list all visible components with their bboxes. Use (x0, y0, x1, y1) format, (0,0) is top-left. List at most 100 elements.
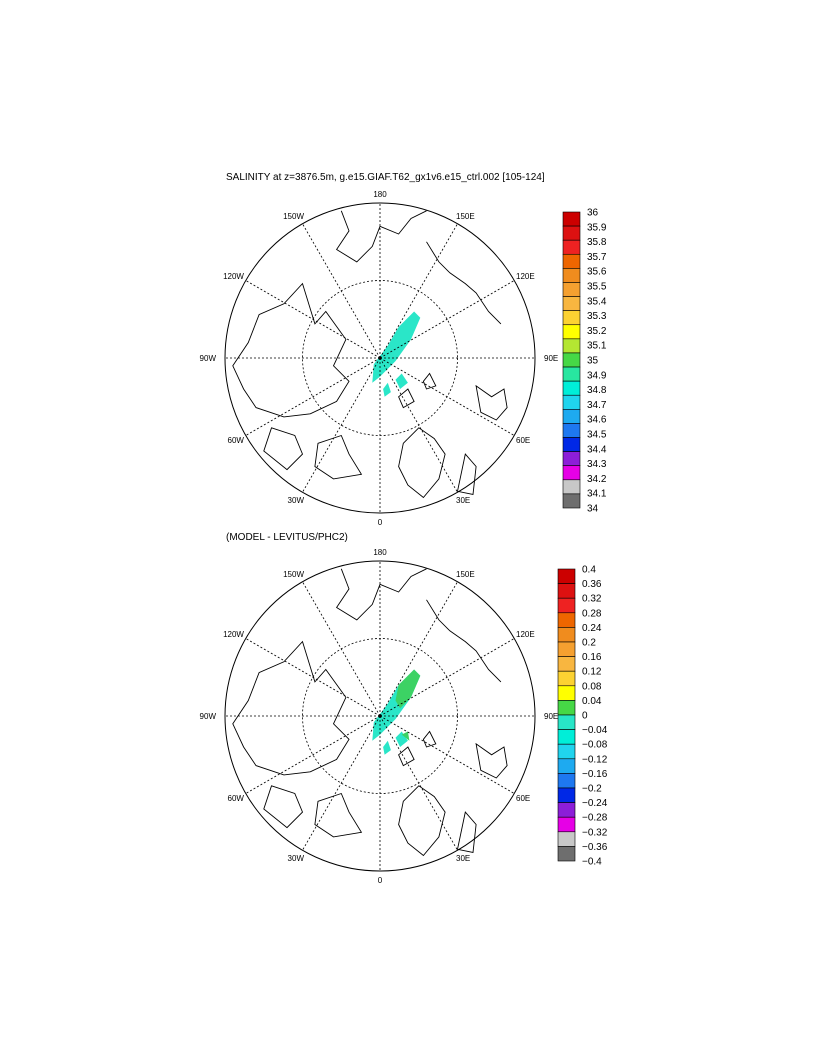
field-patch (383, 382, 391, 397)
longitude-label: 120W (223, 630, 244, 639)
longitude-label: 150W (283, 212, 304, 221)
longitude-label: 150W (283, 570, 304, 579)
coastline (422, 730, 437, 748)
coastline (263, 427, 304, 471)
colorbar-label: 34.2 (587, 474, 607, 485)
field-patch-positive (401, 731, 410, 741)
colorbar-swatch (557, 802, 576, 818)
longitude-label: 90W (200, 712, 217, 721)
colorbar-label: 34.8 (587, 385, 607, 396)
colorbar-label: 0.32 (582, 594, 602, 605)
meridian-line (379, 357, 458, 493)
colorbar-label: 34.5 (587, 430, 607, 441)
colorbar-label: −0.32 (582, 827, 608, 838)
colorbar-swatch (557, 758, 576, 774)
colorbar-label: 35.5 (587, 282, 607, 293)
colorbar-swatch (557, 685, 576, 701)
colorbar-swatch (562, 253, 581, 269)
coastline (232, 282, 350, 418)
colorbar-swatch (557, 743, 576, 760)
map-boundary (224, 560, 536, 872)
colorbar-swatch (562, 225, 581, 241)
longitude-label: 180 (373, 190, 387, 199)
colorbar-swatch (562, 338, 581, 354)
longitude-label: 60E (516, 436, 530, 445)
map-boundary (224, 202, 536, 514)
colorbar-swatch (557, 597, 576, 614)
colorbar-swatch (562, 479, 581, 495)
colorbar-swatch (562, 423, 581, 438)
coastline (263, 785, 304, 829)
colorbar-swatch (562, 465, 581, 481)
meridian-line (302, 581, 381, 717)
meridian-line (379, 280, 515, 359)
colorbar-swatch (562, 268, 581, 283)
colorbar-swatch (557, 583, 576, 599)
colorbar-swatch (557, 787, 576, 803)
colorbar-label: −0.4 (582, 857, 602, 868)
colorbar-salinity: 36 35.9 35.8 35.7 35.6 35.5 35.4 35.3 35.2 35.1 35… (562, 208, 607, 515)
colorbar-label: −0.04 (582, 725, 608, 736)
longitude-label: 90W (200, 354, 217, 363)
colorbar-swatch (557, 568, 576, 584)
panel-title-difference: (MODEL - LEVITUS/PHC2) (226, 532, 348, 543)
colorbar-label: 35.6 (587, 267, 607, 278)
meridian-line (379, 357, 515, 436)
colorbar-label: 0.28 (582, 608, 602, 619)
colorbar-label: 36 (587, 208, 599, 219)
colorbar-swatch (562, 211, 581, 227)
colorbar-swatch (562, 493, 581, 509)
coastline (314, 434, 363, 480)
longitude-label: 0 (378, 876, 383, 885)
longitude-label: 120W (223, 272, 244, 281)
colorbar-swatch (562, 239, 581, 255)
colorbar-label: 34.1 (587, 489, 607, 500)
colorbar-swatch (562, 437, 581, 452)
coastline (232, 640, 350, 776)
meridian-line (245, 280, 381, 359)
map-salinity: 180 150E 120E 90E 60E 30E 0 30W 60W 90W 120W 150W (200, 190, 559, 527)
colorbar-swatch (557, 612, 576, 628)
longitude-label: 150E (456, 212, 475, 221)
longitude-label: 30W (288, 496, 305, 505)
longitude-label: 30W (288, 854, 305, 863)
colorbar-label: 0.08 (582, 681, 602, 692)
coastline (456, 453, 477, 495)
colorbar-label: −0.36 (582, 842, 608, 853)
coastline (314, 792, 363, 838)
colorbar-label: 0.12 (582, 667, 602, 678)
coastline (475, 742, 508, 779)
colorbar-swatch (557, 816, 576, 833)
colorbar-label: 35.4 (587, 296, 607, 307)
coastline (398, 388, 415, 409)
colorbar-label: 35.3 (587, 311, 607, 322)
colorbar-label: 0 (582, 711, 588, 722)
colorbar-swatch (562, 310, 581, 326)
colorbar-swatch (562, 324, 581, 340)
colorbar-label: −0.28 (582, 813, 608, 824)
colorbar-swatch (557, 846, 576, 862)
longitude-label: 0 (378, 518, 383, 527)
colorbar-swatch (557, 831, 576, 847)
colorbar-swatch (557, 641, 576, 657)
meridian-line (379, 581, 458, 717)
colorbar-swatch (562, 409, 581, 424)
colorbar-label: 34 (587, 504, 599, 515)
field-patch-positive (395, 669, 421, 709)
meridian-line (302, 357, 381, 493)
colorbar-label: 34.9 (587, 370, 607, 381)
colorbar-label: 0.04 (582, 696, 602, 707)
longitude-label: 60W (228, 794, 245, 803)
longitude-label: 90E (544, 712, 558, 721)
colorbar-swatch (557, 773, 576, 789)
colorbar-label: 35.8 (587, 237, 607, 248)
meridian-line (379, 715, 515, 794)
colorbar-label: 0.16 (582, 652, 602, 663)
coastline (426, 241, 502, 325)
colorbar-swatch (562, 366, 581, 382)
longitude-label: 30E (456, 854, 470, 863)
colorbar-label: 35.7 (587, 252, 607, 263)
longitude-label: 180 (373, 548, 387, 557)
colorbar-swatch (562, 394, 581, 410)
colorbar-label: 0.4 (582, 565, 596, 576)
